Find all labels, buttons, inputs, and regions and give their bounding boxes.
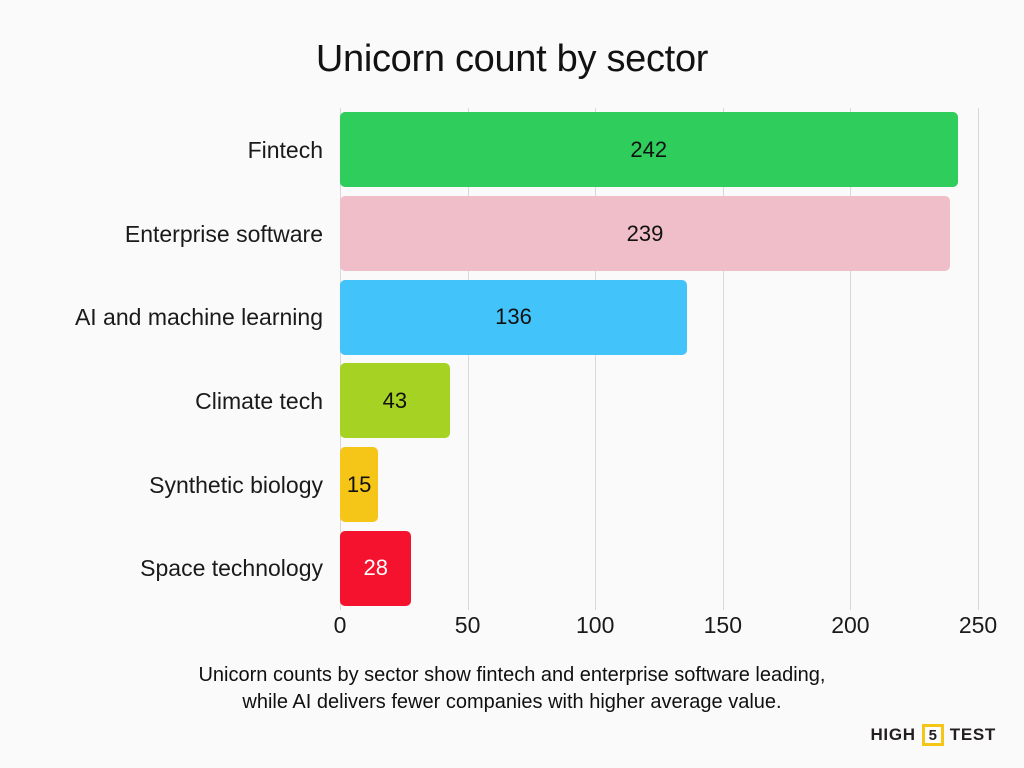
logo-word-high: HIGH bbox=[870, 725, 916, 744]
y-axis-label: Enterprise software bbox=[124, 220, 323, 247]
bar[interactable]: 242 bbox=[340, 112, 958, 188]
bar-value-label: 136 bbox=[495, 304, 532, 330]
gridline-150 bbox=[722, 108, 724, 610]
gridline-0 bbox=[340, 108, 341, 610]
x-axis-tick-label: 200 bbox=[831, 612, 870, 638]
bar[interactable]: 28 bbox=[340, 530, 412, 606]
bar-value-label: 242 bbox=[630, 136, 668, 162]
gridline-200 bbox=[850, 108, 852, 610]
y-axis-label: Space technology bbox=[140, 555, 323, 582]
caption-line-1: Unicorn counts by sector show fintech an… bbox=[198, 664, 826, 686]
x-axis-tick-label: 150 bbox=[703, 612, 742, 638]
y-axis-category-labels: Fintech Enterprise software AI and machine… bbox=[0, 108, 323, 610]
brand-logo: HIGH 5 TEST bbox=[870, 724, 996, 746]
y-axis-label: Synthetic biology bbox=[149, 471, 323, 498]
gridline-50 bbox=[467, 108, 469, 610]
x-axis-tick-label: 50 bbox=[454, 612, 481, 638]
gridline-100 bbox=[595, 108, 597, 610]
y-axis-label: Climate tech bbox=[195, 387, 323, 414]
x-axis-tick-labels: 0 50 100 150 200 250 bbox=[334, 612, 998, 646]
caption-line-2: while AI delivers fewer companies with h… bbox=[242, 691, 782, 713]
gridline-250 bbox=[978, 108, 979, 610]
bar[interactable]: 43 bbox=[340, 363, 450, 439]
bars-and-gridlines: 242 239 136 43 15 28 bbox=[340, 108, 979, 610]
bar-value-label: 28 bbox=[363, 555, 388, 581]
bar[interactable]: 15 bbox=[340, 447, 379, 522]
page-title: Unicorn count by sector bbox=[315, 38, 709, 80]
chart-caption: Unicorn counts by sector show fintech an… bbox=[62, 662, 962, 716]
bar-value-label: 43 bbox=[382, 387, 408, 413]
chart-plot-region: Fintech Enterprise software AI and machine… bbox=[0, 108, 1024, 610]
x-axis-tick-label: 250 bbox=[958, 612, 998, 638]
y-axis-label: Fintech bbox=[247, 136, 323, 163]
logo-badge-five: 5 bbox=[921, 724, 944, 746]
bar-value-label: 239 bbox=[626, 220, 664, 246]
bar-value-label: 15 bbox=[346, 471, 372, 497]
bar[interactable]: 136 bbox=[340, 279, 688, 355]
y-axis-label: AI and machine learning bbox=[74, 304, 323, 331]
x-axis-tick-label: 100 bbox=[576, 612, 615, 638]
logo-word-test: TEST bbox=[949, 725, 996, 744]
bar[interactable]: 239 bbox=[340, 196, 950, 271]
x-axis-tick-label: 0 bbox=[333, 612, 347, 638]
